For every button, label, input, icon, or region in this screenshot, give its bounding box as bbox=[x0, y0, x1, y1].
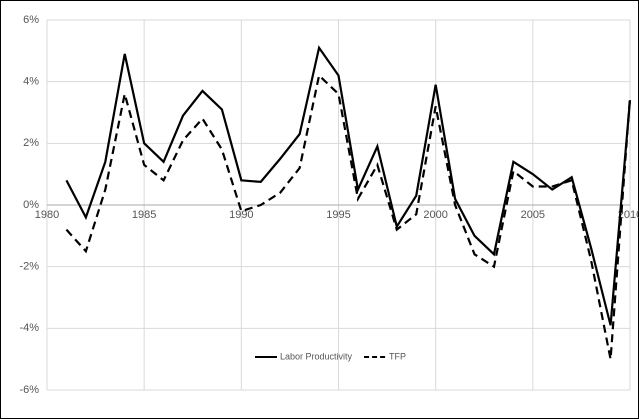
y-tick-label: -4% bbox=[19, 322, 39, 334]
y-tick-label: 2% bbox=[23, 137, 39, 149]
x-tick-label: 2010 bbox=[618, 209, 639, 221]
x-tick-label: 1990 bbox=[229, 209, 253, 221]
y-tick-label: 0% bbox=[23, 199, 39, 211]
y-tick-label: 4% bbox=[23, 76, 39, 88]
x-tick-label: 2005 bbox=[521, 209, 545, 221]
series-line bbox=[65, 45, 632, 326]
y-tick-label: -6% bbox=[19, 384, 39, 396]
legend-label: TFP bbox=[389, 351, 406, 361]
y-tick-label: 6% bbox=[23, 14, 39, 26]
legend-label: Labor Productivity bbox=[280, 351, 353, 361]
x-tick-label: 2000 bbox=[423, 209, 447, 221]
x-tick-label: 1985 bbox=[132, 209, 156, 221]
x-tick-label: 1995 bbox=[326, 209, 350, 221]
y-tick-label: -2% bbox=[19, 261, 39, 273]
x-tick-label: 1980 bbox=[35, 209, 59, 221]
